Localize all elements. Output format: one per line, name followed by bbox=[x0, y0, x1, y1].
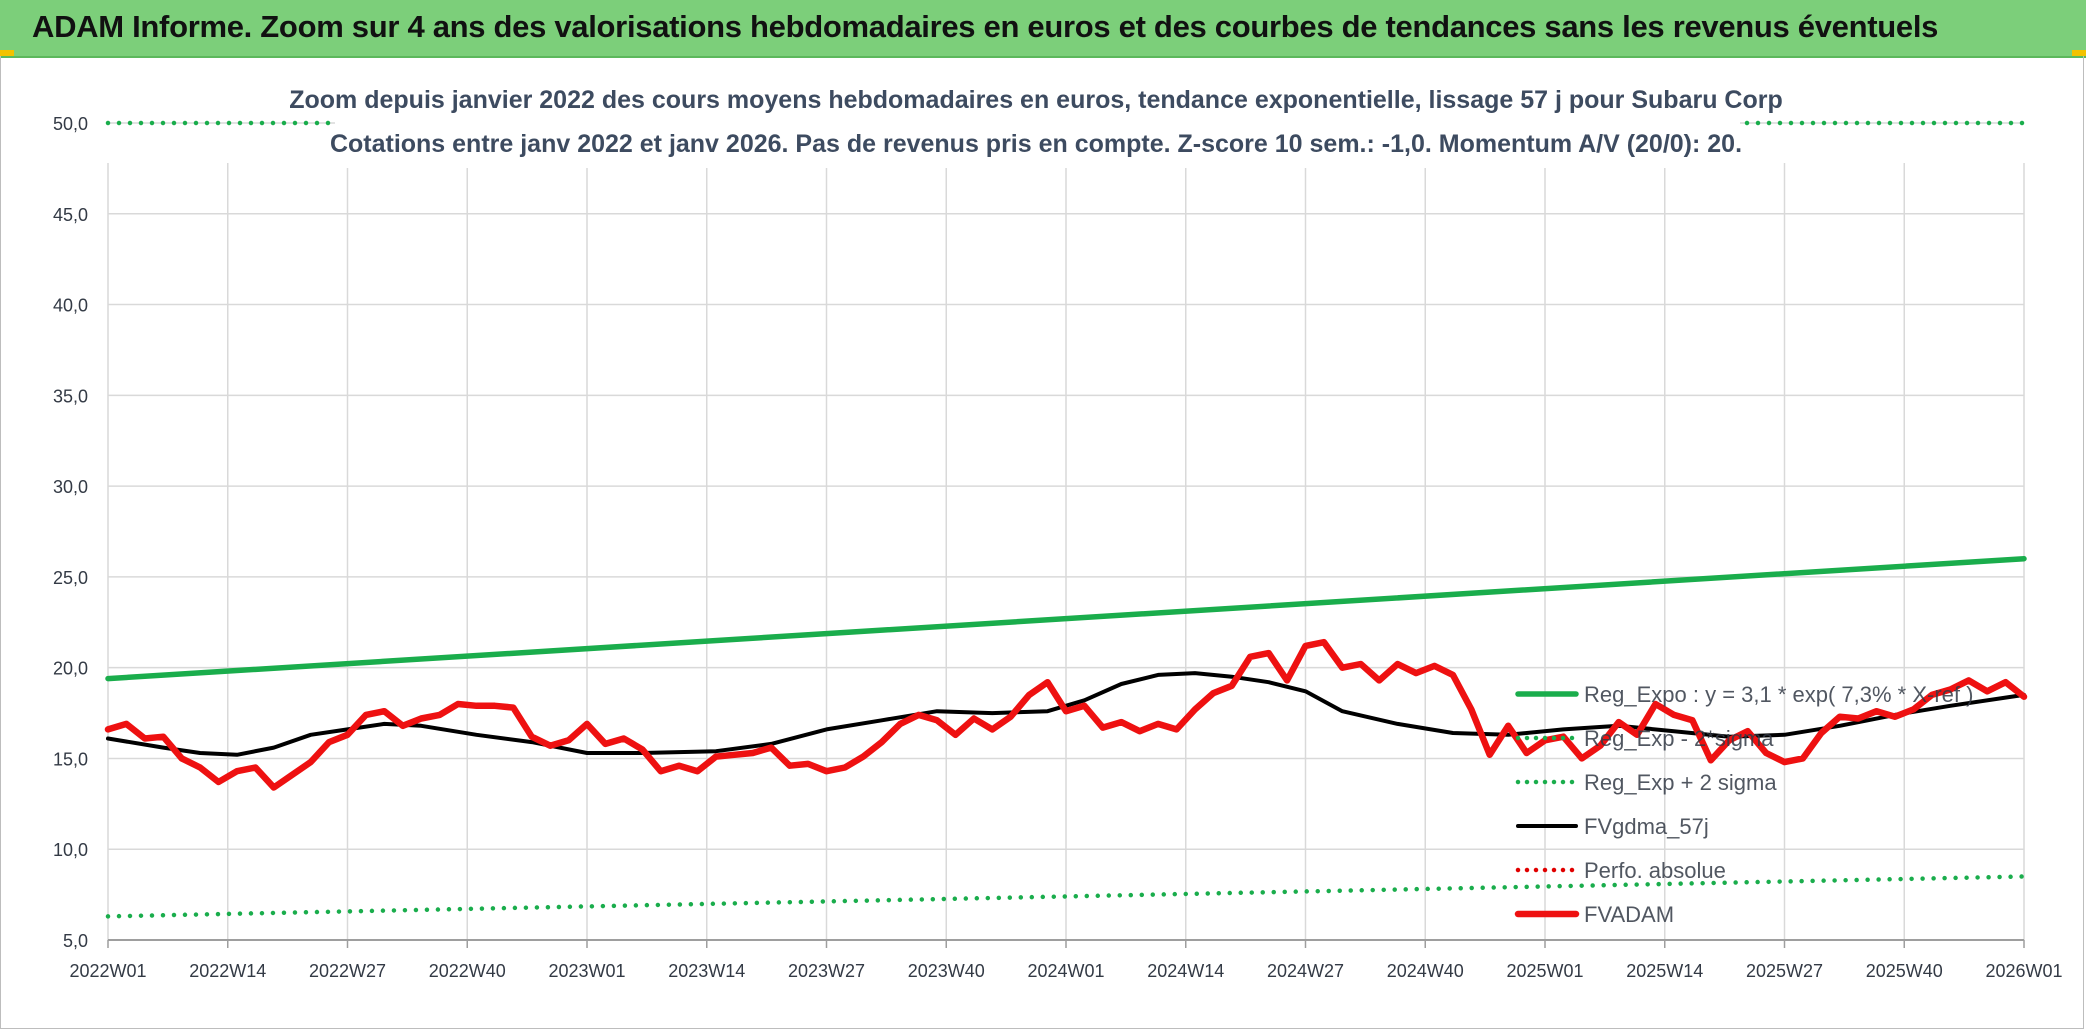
x-tick-label: 2024W40 bbox=[1387, 961, 1464, 981]
x-tick-label: 2022W01 bbox=[69, 961, 146, 981]
y-tick-label: 25,0 bbox=[53, 568, 88, 588]
series-line-0 bbox=[105, 555, 2027, 682]
legend-label: Perfo. absolue bbox=[1584, 858, 1726, 883]
gridlines bbox=[107, 122, 2025, 941]
legend-label: FVgdma_57j bbox=[1584, 814, 1709, 839]
legend: Reg_Expo : y = 3,1 * exp( 7,3% * X-ref )… bbox=[1514, 682, 1973, 927]
x-tick-label: 2025W01 bbox=[1506, 961, 1583, 981]
y-tick-label: 35,0 bbox=[53, 386, 88, 406]
series-line-1 bbox=[105, 874, 2027, 919]
x-tick-label: 2023W01 bbox=[548, 961, 625, 981]
x-axis: 2022W01 2022W14 2022W27 2022W40 2023W01 2023W… bbox=[69, 939, 2063, 981]
y-tick-label: 45,0 bbox=[53, 205, 88, 225]
x-tick-label: 2023W14 bbox=[668, 961, 745, 981]
chart-title-line-2: Cotations entre janv 2022 et janv 2026. … bbox=[330, 130, 1742, 158]
report-title: ADAM Informe. Zoom sur 4 ans des valoris… bbox=[32, 9, 1939, 44]
x-tick-label: 2025W14 bbox=[1626, 961, 1703, 981]
y-axis: 5,0 10,0 15,0 20,0 25,0 30,0 35,0 40,0 45,0 50,0 bbox=[53, 114, 88, 951]
x-tick-label: 2022W27 bbox=[309, 961, 386, 981]
corner-mark-left bbox=[0, 50, 14, 56]
chart-titles: Zoom depuis janvier 2022 des cours moyen… bbox=[289, 76, 1783, 168]
y-tick-label: 50,0 bbox=[53, 114, 88, 134]
x-tick-label: 2022W40 bbox=[429, 961, 506, 981]
chart-title-line-1: Zoom depuis janvier 2022 des cours moyen… bbox=[289, 86, 1783, 114]
title-background bbox=[335, 76, 1740, 168]
y-tick-label: 30,0 bbox=[53, 477, 88, 497]
y-tick-label: 5,0 bbox=[63, 931, 88, 951]
y-tick-label: 10,0 bbox=[53, 840, 88, 860]
legend-label: Reg_Exp - 2*sigma bbox=[1584, 726, 1774, 751]
report-banner: ADAM Informe. Zoom sur 4 ans des valoris… bbox=[0, 0, 2086, 58]
series-line-5 bbox=[104, 638, 2028, 791]
x-tick-label: 2023W40 bbox=[908, 961, 985, 981]
x-tick-label: 2024W27 bbox=[1267, 961, 1344, 981]
legend-label: Reg_Exp + 2 sigma bbox=[1584, 770, 1777, 795]
x-tick-label: 2026W01 bbox=[1985, 961, 2062, 981]
legend-label: FVADAM bbox=[1584, 902, 1674, 927]
legend-label: Reg_Expo : y = 3,1 * exp( 7,3% * X-ref ) bbox=[1584, 682, 1973, 707]
corner-mark-right bbox=[2072, 50, 2086, 56]
plot-border bbox=[0, 56, 2084, 1029]
x-tick-label: 2022W14 bbox=[189, 961, 266, 981]
x-tick-label: 2025W40 bbox=[1866, 961, 1943, 981]
y-tick-label: 20,0 bbox=[53, 659, 88, 679]
x-tick-label: 2025W27 bbox=[1746, 961, 1823, 981]
x-tick-label: 2023W27 bbox=[788, 961, 865, 981]
x-tick-label: 2024W14 bbox=[1147, 961, 1224, 981]
y-tick-label: 15,0 bbox=[53, 749, 88, 769]
x-tick-label: 2024W01 bbox=[1027, 961, 1104, 981]
y-tick-label: 40,0 bbox=[53, 296, 88, 316]
